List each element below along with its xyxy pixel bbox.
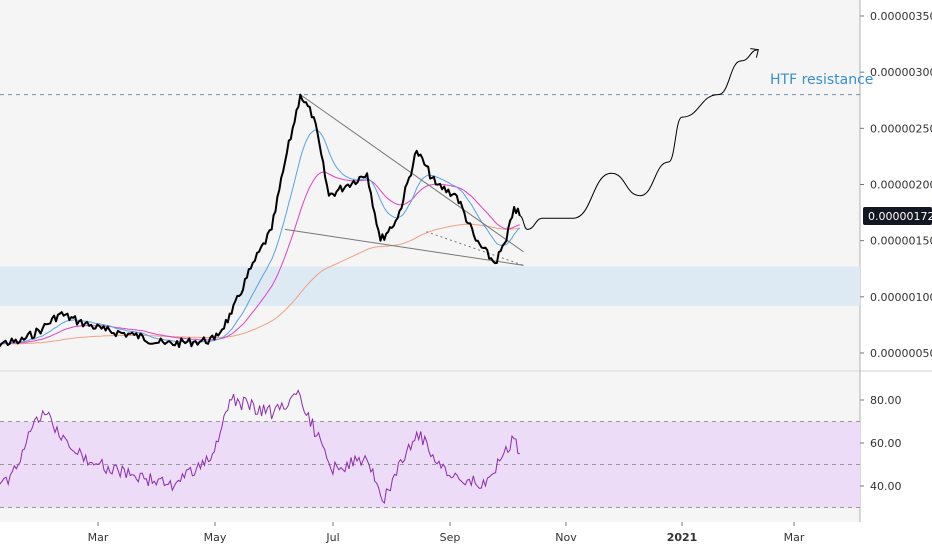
price-tick-label: 0.00000100 bbox=[870, 291, 932, 304]
current-price-label: 0.00000172 bbox=[868, 210, 932, 223]
ma-slow-line bbox=[0, 223, 520, 345]
price-tick-label: 0.00000150 bbox=[870, 235, 932, 248]
price-tick-label: 0.00000350 bbox=[870, 10, 932, 23]
dotted-support-line bbox=[426, 231, 524, 266]
time-tick-label: Mar bbox=[88, 531, 109, 544]
rsi-tick-label: 40.00 bbox=[870, 480, 902, 493]
arrowhead-icon bbox=[750, 48, 759, 58]
current-price-tag bbox=[863, 206, 932, 225]
price-axis-bg bbox=[860, 0, 932, 550]
projection-line bbox=[519, 49, 759, 230]
rsi-line bbox=[0, 389, 520, 505]
support-zone bbox=[0, 266, 860, 306]
rsi-layer bbox=[0, 389, 860, 508]
wedge-lower-trendline bbox=[284, 228, 524, 266]
time-tick-label: Nov bbox=[555, 531, 577, 544]
price-tick-label: 0.00000300 bbox=[870, 66, 932, 79]
ma-mid-line bbox=[0, 171, 520, 345]
price-tick-label: 0.00000200 bbox=[870, 178, 932, 191]
rsi-band bbox=[0, 421, 860, 508]
rsi-tick-label: 60.00 bbox=[870, 437, 902, 450]
price-tick-label: 0.00000250 bbox=[870, 122, 932, 135]
rsi-tick-label: 80.00 bbox=[870, 394, 902, 407]
price-tick-label: 0.00000050 bbox=[870, 347, 932, 360]
time-tick-label: Sep bbox=[440, 531, 461, 544]
axis-layer: 0.00000050 0.00000100 0.00000150 0.00000200… bbox=[88, 10, 932, 544]
price-line bbox=[0, 93, 521, 348]
price-layer bbox=[0, 48, 860, 348]
time-tick-label: Jul bbox=[325, 531, 339, 544]
htf-resistance-label: HTF resistance bbox=[770, 72, 873, 88]
time-axis-bg bbox=[0, 522, 932, 550]
time-tick-label: May bbox=[204, 531, 227, 544]
time-tick-label: Mar bbox=[784, 531, 805, 544]
time-tick-label: 2021 bbox=[667, 531, 698, 544]
ma-fast-line bbox=[0, 129, 521, 344]
